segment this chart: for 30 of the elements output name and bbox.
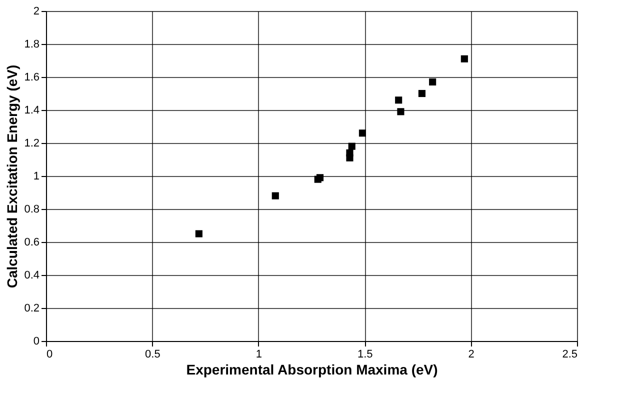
- x-tick-label: 0: [46, 348, 53, 360]
- y-tick-label: 0: [33, 336, 40, 348]
- y-tick-label: 2: [33, 6, 40, 18]
- point: [460, 55, 468, 62]
- point: [346, 149, 354, 156]
- y-tick-label: 1.2: [24, 138, 40, 150]
- y-tick-label: 1.4: [24, 104, 40, 116]
- y-tick-label: 1.6: [24, 72, 40, 84]
- x-tick-label: 2.5: [562, 348, 578, 360]
- y-tick-label: 0.6: [24, 236, 40, 248]
- point: [418, 90, 426, 98]
- point: [348, 142, 356, 150]
- y-tick-label: 0.2: [24, 302, 40, 314]
- x-axis-title: Experimental Absorption Maxima (eV): [186, 362, 438, 378]
- point: [358, 130, 366, 137]
- y-tick-label: 1.8: [24, 38, 40, 50]
- point: [397, 108, 404, 116]
- point: [316, 174, 324, 182]
- y-axis-title: Calculated Excitation Energy (eV): [4, 64, 20, 288]
- point: [272, 192, 279, 200]
- point: [195, 230, 202, 238]
- x-tick-label: 0.5: [145, 348, 160, 360]
- point: [395, 96, 402, 104]
- x-tick-label: 2: [468, 348, 474, 360]
- y-tick-label: 0.4: [24, 270, 40, 282]
- y-tick-label: 1: [33, 170, 40, 182]
- point: [429, 78, 436, 86]
- x-tick-label: 1: [256, 348, 262, 360]
- y-tick-label: 0.8: [24, 204, 40, 216]
- x-tick-label: 1.5: [357, 348, 373, 360]
